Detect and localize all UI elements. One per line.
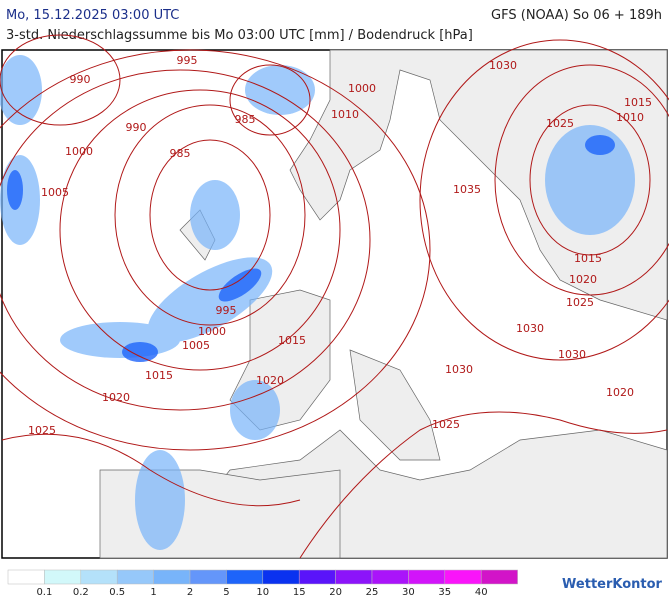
isobar-label: 1020 bbox=[569, 273, 597, 286]
legend-swatch bbox=[80, 569, 118, 585]
isobar-label: 1015 bbox=[574, 252, 602, 265]
subtitle: 3-std. Niederschlagssumme bis Mo 03:00 U… bbox=[6, 28, 473, 43]
legend-label: 0.1 bbox=[36, 587, 52, 598]
legend-label: 30 bbox=[402, 587, 415, 598]
isobar-label: 1010 bbox=[331, 108, 359, 121]
legend-swatch bbox=[444, 569, 482, 585]
isobar-label: 1015 bbox=[624, 96, 652, 109]
legend-swatch bbox=[116, 569, 154, 585]
isobar-label: 1020 bbox=[102, 391, 130, 404]
isobar-label: 1005 bbox=[182, 339, 210, 352]
legend-swatch bbox=[262, 569, 300, 585]
legend-label: 35 bbox=[438, 587, 451, 598]
isobar-label: 990 bbox=[70, 73, 91, 86]
logo: WetterKontor bbox=[562, 577, 663, 592]
legend-swatch bbox=[408, 569, 446, 585]
isobar-label: 1030 bbox=[516, 322, 544, 335]
isobar-label: 1025 bbox=[28, 424, 56, 437]
isobar-label: 990 bbox=[126, 121, 147, 134]
isobar-label: 1025 bbox=[432, 418, 460, 431]
legend-swatch bbox=[335, 569, 373, 585]
legend-swatch bbox=[480, 569, 518, 585]
legend-swatch bbox=[153, 569, 191, 585]
legend-label: 2 bbox=[187, 587, 193, 598]
legend-label: 25 bbox=[366, 587, 379, 598]
isobar-label: 985 bbox=[170, 147, 191, 160]
isobar-label: 995 bbox=[216, 304, 237, 317]
isobar-label: 1025 bbox=[566, 296, 594, 309]
isobar-label: 1000 bbox=[65, 145, 93, 158]
isobar-label: 1025 bbox=[546, 117, 574, 130]
legend-swatch bbox=[226, 569, 264, 585]
date-label: Mo, 15.12.2025 03:00 UTC bbox=[6, 8, 179, 23]
isobar-label: 1000 bbox=[198, 325, 226, 338]
legend-label: 15 bbox=[293, 587, 306, 598]
map-area bbox=[0, 34, 669, 559]
legend: 0.1 0.2 0.5 1 2 5 10 15 20 25 30 35 40 bbox=[7, 569, 518, 598]
legend-label: 20 bbox=[329, 587, 342, 598]
isobar-label: 995 bbox=[177, 54, 198, 67]
isobar-label: 1005 bbox=[41, 186, 69, 199]
legend-label: 0.5 bbox=[109, 587, 125, 598]
isobar-label: 1035 bbox=[453, 183, 481, 196]
isobar-label: 985 bbox=[235, 113, 256, 126]
isobar-label: 1015 bbox=[145, 369, 173, 382]
legend-label: 0.2 bbox=[73, 587, 89, 598]
legend-swatch bbox=[298, 569, 336, 585]
model-label: GFS (NOAA) So 06 + 189h bbox=[491, 8, 662, 23]
isobar-label: 1000 bbox=[348, 82, 376, 95]
legend-swatch bbox=[371, 569, 409, 585]
isobar-label: 1010 bbox=[616, 111, 644, 124]
legend-label: 5 bbox=[223, 587, 229, 598]
legend-swatch bbox=[189, 569, 227, 585]
isobar-label: 1030 bbox=[558, 348, 586, 361]
isobar-label: 1020 bbox=[256, 374, 284, 387]
legend-label: 1 bbox=[150, 587, 156, 598]
legend-swatch bbox=[44, 569, 82, 585]
legend-swatch bbox=[7, 569, 45, 585]
isobar-label: 1020 bbox=[606, 386, 634, 399]
isobar-label: 1015 bbox=[278, 334, 306, 347]
isobar-label: 1030 bbox=[489, 59, 517, 72]
legend-label: 10 bbox=[256, 587, 269, 598]
legend-label: 40 bbox=[475, 587, 488, 598]
isobar-label: 1030 bbox=[445, 363, 473, 376]
